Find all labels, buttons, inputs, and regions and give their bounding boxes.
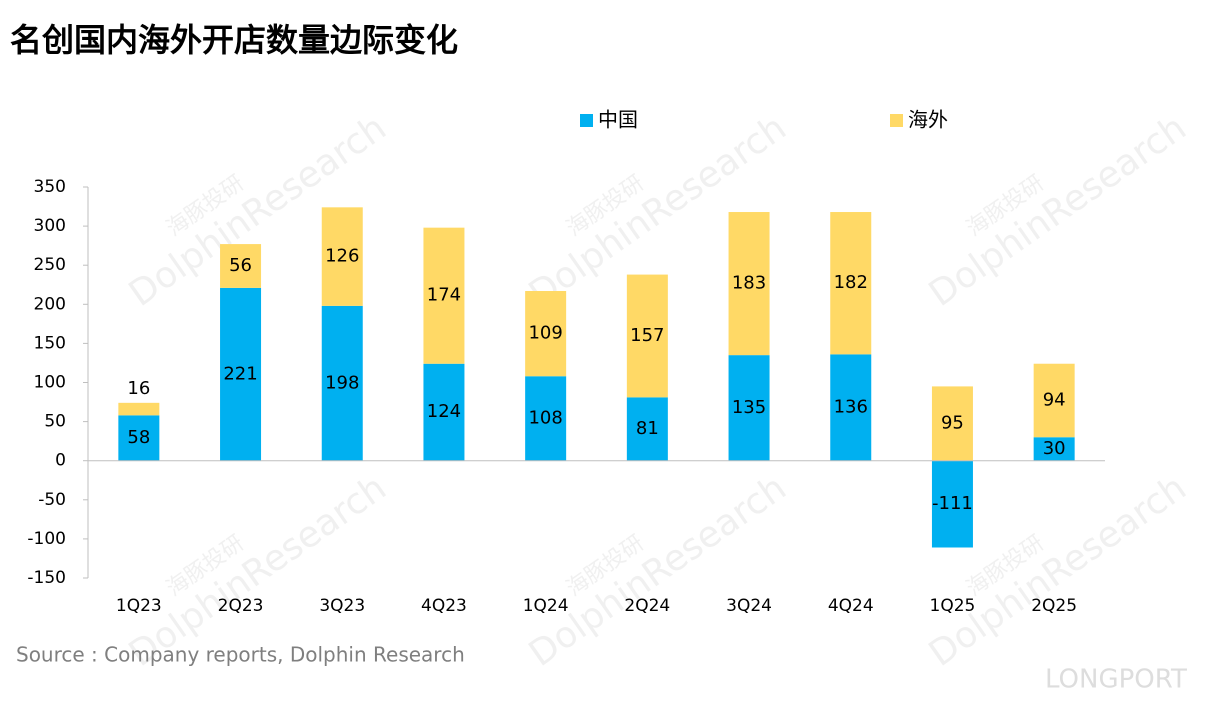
value-label: 124: [427, 401, 461, 422]
y-tick-label: 100: [34, 373, 66, 393]
x-tick-label: 4Q23: [421, 596, 467, 616]
bar-segment: [931, 460, 973, 548]
chart-title: 名创国内海外开店数量边际变化: [10, 21, 458, 59]
legend-swatch: [580, 114, 593, 127]
value-label: 174: [427, 285, 461, 306]
bar-segment: [830, 212, 872, 355]
bar-segment: [423, 363, 465, 461]
value-label: 182: [834, 272, 868, 293]
y-tick-label: -100: [27, 529, 66, 549]
x-tick-label: 2Q23: [218, 596, 264, 616]
bar-segment: [626, 274, 668, 398]
x-tick-label: 1Q23: [116, 596, 162, 616]
y-tick-label: 350: [34, 177, 66, 197]
bar-segment: [220, 244, 262, 288]
bar-segment: [830, 354, 872, 461]
y-tick-label: -50: [38, 490, 66, 510]
y-tick-label: 50: [44, 412, 66, 432]
watermark-text: LONGPORT: [1045, 665, 1187, 695]
bar-segment: [525, 291, 567, 377]
value-label: 198: [325, 372, 359, 393]
bar-segment: [728, 212, 770, 356]
value-label: 81: [636, 418, 659, 439]
y-tick-label: 0: [55, 451, 66, 471]
value-label: 183: [732, 273, 766, 294]
value-label: 108: [528, 407, 562, 428]
value-label: 157: [630, 325, 664, 346]
bar-segment: [220, 287, 262, 461]
x-tick-label: 3Q23: [319, 596, 365, 616]
value-label: 30: [1043, 438, 1066, 459]
y-tick-label: 250: [34, 255, 66, 275]
y-tick-label: 150: [34, 333, 66, 353]
bar-segment: [931, 386, 973, 461]
bar-segment: [1033, 363, 1075, 438]
legend-label: 中国: [598, 108, 638, 132]
legend-label: 海外: [908, 108, 948, 132]
bar-segment: [118, 415, 160, 461]
y-tick-label: 200: [34, 294, 66, 314]
value-label: 16: [127, 378, 150, 399]
value-label: 221: [223, 363, 257, 384]
value-label: 58: [127, 427, 150, 448]
x-tick-label: 4Q24: [828, 596, 874, 616]
y-tick-label: -150: [27, 568, 66, 588]
bar-segment: [321, 207, 363, 306]
x-tick-label: 2Q24: [624, 596, 670, 616]
legend-swatch: [890, 114, 903, 127]
bar-segment: [423, 227, 465, 364]
x-tick-label: 1Q25: [930, 596, 976, 616]
bar-segment: [626, 397, 668, 461]
value-label: 136: [834, 397, 868, 418]
source-note: Source : Company reports, Dolphin Resear…: [16, 643, 465, 667]
value-label: -111: [932, 493, 973, 514]
bar-segment: [321, 305, 363, 461]
x-tick-label: 2Q25: [1031, 596, 1077, 616]
bar-segment: [118, 402, 160, 416]
value-label: 126: [325, 246, 359, 267]
value-label: 94: [1043, 389, 1066, 410]
y-tick-label: 300: [34, 216, 66, 236]
bar-segment: [728, 355, 770, 461]
value-label: 56: [229, 255, 252, 276]
bar-segment: [525, 376, 567, 461]
value-label: 135: [732, 397, 766, 418]
x-tick-label: 1Q24: [523, 596, 569, 616]
value-label: 109: [528, 323, 562, 344]
x-tick-label: 3Q24: [726, 596, 772, 616]
bar-segment: [1033, 437, 1075, 461]
value-label: 95: [941, 413, 964, 434]
